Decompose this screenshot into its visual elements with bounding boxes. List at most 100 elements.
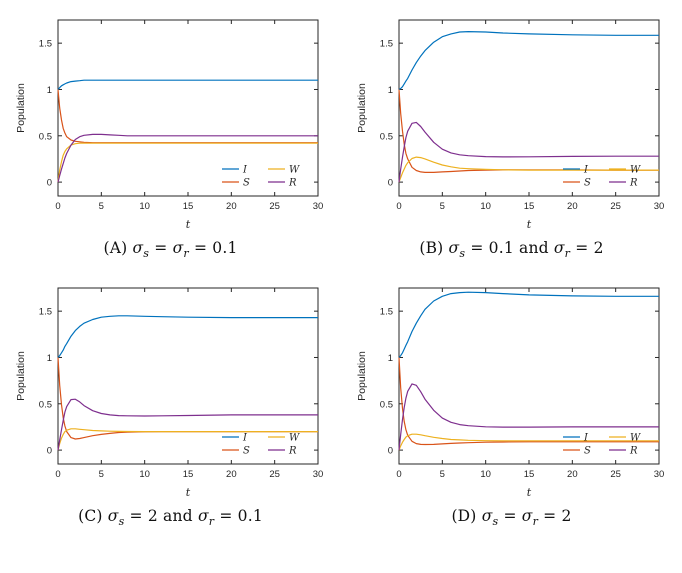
x-tick-label: 30 bbox=[653, 469, 664, 480]
x-tick-label: 25 bbox=[610, 469, 621, 480]
chart-svg-D: 0 5 10 15 20 25 30 0 0.5 1 1.5 Population t IS WR bbox=[356, 287, 664, 499]
series-line-W bbox=[397, 433, 659, 451]
caption-B: (B) σs = 0.1 and σr = 2 bbox=[419, 239, 604, 261]
series-line-S bbox=[56, 357, 318, 440]
chart-svg-B: 0 5 10 15 20 25 30 0 0.5 1 1.5 Population t IS WR bbox=[356, 19, 664, 231]
legend-label-W: W bbox=[289, 165, 300, 176]
series-line-W bbox=[56, 428, 318, 451]
legend-label-R: R bbox=[288, 178, 297, 189]
chart-B: 0 5 10 15 20 25 30 0 0.5 1 1.5 Population t I S W R bbox=[353, 10, 671, 231]
legend-label-I: I bbox=[583, 165, 589, 176]
y-tick-label: 0 bbox=[387, 178, 392, 189]
y-tick-label: 0.5 bbox=[379, 399, 392, 410]
x-tick-label: 5 bbox=[98, 469, 103, 480]
x-tick-label: 10 bbox=[139, 201, 150, 212]
x-tick-label: 0 bbox=[55, 469, 60, 480]
legend-label-S: S bbox=[584, 446, 591, 457]
series-line-I bbox=[398, 291, 659, 358]
chart-A: 0 5 10 15 20 25 30 0 0.5 1 1.5 Population t I S W R bbox=[12, 10, 330, 231]
legend-label-R: R bbox=[629, 178, 638, 189]
series-line-R bbox=[56, 398, 318, 451]
series-line-S bbox=[397, 89, 659, 173]
y-tick-label: 1.5 bbox=[38, 39, 51, 50]
y-axis-label: Population bbox=[356, 351, 368, 401]
y-tick-label: 1 bbox=[46, 85, 51, 96]
legend-label-R: R bbox=[629, 446, 638, 457]
series-line-R bbox=[56, 133, 318, 183]
figure-grid: 0 5 10 15 20 25 30 0 0.5 1 1.5 Population t I S W R (A) … bbox=[0, 10, 682, 529]
y-tick-label: 0 bbox=[46, 446, 51, 457]
y-tick-label: 0.5 bbox=[379, 131, 392, 142]
chart-D: 0 5 10 15 20 25 30 0 0.5 1 1.5 Population t I S W R bbox=[353, 278, 671, 499]
legend-label-W: W bbox=[630, 433, 641, 444]
y-tick-label: 0.5 bbox=[38, 399, 51, 410]
x-tick-label: 20 bbox=[567, 201, 578, 212]
x-tick-label: 25 bbox=[269, 201, 280, 212]
x-tick-label: 30 bbox=[312, 201, 323, 212]
y-tick-label: 1 bbox=[387, 85, 392, 96]
x-tick-label: 10 bbox=[139, 469, 150, 480]
x-tick-label: 0 bbox=[396, 201, 401, 212]
subplot-A: 0 5 10 15 20 25 30 0 0.5 1 1.5 Population t I S W R (A) … bbox=[0, 10, 341, 260]
y-axis-label: Population bbox=[15, 351, 27, 401]
x-tick-label: 5 bbox=[439, 201, 444, 212]
y-tick-label: 1 bbox=[46, 353, 51, 364]
chart-svg-A: 0 5 10 15 20 25 30 0 0.5 1 1.5 Population t IS WR bbox=[15, 19, 323, 231]
y-tick-label: 1.5 bbox=[379, 39, 392, 50]
x-tick-label: 20 bbox=[567, 469, 578, 480]
series-line-W bbox=[397, 156, 659, 183]
y-tick-label: 0 bbox=[46, 178, 51, 189]
plot-box bbox=[57, 19, 318, 197]
legend-label-R: R bbox=[288, 446, 297, 457]
series-line-R bbox=[397, 121, 659, 183]
x-tick-label: 30 bbox=[312, 469, 323, 480]
x-axis-label: t bbox=[526, 486, 531, 498]
x-tick-label: 5 bbox=[439, 469, 444, 480]
chart-svg-C: 0 5 10 15 20 25 30 0 0.5 1 1.5 Population t IS WR bbox=[15, 287, 323, 499]
subplot-D: 0 5 10 15 20 25 30 0 0.5 1 1.5 Population t I S W R (D) … bbox=[341, 278, 682, 528]
x-tick-label: 15 bbox=[182, 201, 193, 212]
legend-label-I: I bbox=[583, 433, 589, 444]
chart-C: 0 5 10 15 20 25 30 0 0.5 1 1.5 Population t I S W R bbox=[12, 278, 330, 499]
y-axis-label: Population bbox=[15, 83, 27, 133]
x-tick-label: 15 bbox=[182, 469, 193, 480]
x-tick-label: 15 bbox=[523, 201, 534, 212]
caption-C: (C) σs = 2 and σr = 0.1 bbox=[78, 507, 263, 529]
legend-label-I: I bbox=[242, 433, 248, 444]
series-line-I bbox=[57, 315, 318, 358]
y-tick-label: 1.5 bbox=[38, 307, 51, 318]
series-line-W bbox=[56, 142, 318, 183]
x-tick-label: 20 bbox=[226, 469, 237, 480]
subplot-B: 0 5 10 15 20 25 30 0 0.5 1 1.5 Population t I S W R (B) … bbox=[341, 10, 682, 260]
x-tick-label: 25 bbox=[610, 201, 621, 212]
series-line-R bbox=[397, 383, 659, 451]
x-tick-label: 10 bbox=[480, 201, 491, 212]
x-axis-label: t bbox=[185, 218, 190, 230]
y-axis-label: Population bbox=[356, 83, 368, 133]
x-tick-label: 5 bbox=[98, 201, 103, 212]
y-tick-label: 0.5 bbox=[38, 131, 51, 142]
x-tick-label: 15 bbox=[523, 469, 534, 480]
plot-box bbox=[57, 287, 318, 465]
y-tick-label: 1 bbox=[387, 353, 392, 364]
legend-label-S: S bbox=[243, 178, 250, 189]
caption-A: (A) σs = σr = 0.1 bbox=[103, 239, 238, 261]
x-tick-label: 30 bbox=[653, 201, 664, 212]
series-line-I bbox=[57, 79, 318, 90]
caption-D: (D) σs = σr = 2 bbox=[451, 507, 572, 529]
x-tick-label: 0 bbox=[396, 469, 401, 480]
series-line-I bbox=[398, 31, 659, 91]
x-tick-label: 10 bbox=[480, 469, 491, 480]
legend-label-I: I bbox=[242, 165, 248, 176]
x-tick-label: 20 bbox=[226, 201, 237, 212]
x-tick-label: 25 bbox=[269, 469, 280, 480]
legend-label-W: W bbox=[289, 433, 300, 444]
series-line-S bbox=[397, 357, 659, 446]
x-axis-label: t bbox=[526, 218, 531, 230]
y-tick-label: 1.5 bbox=[379, 307, 392, 318]
legend-label-W: W bbox=[630, 165, 641, 176]
y-tick-label: 0 bbox=[387, 446, 392, 457]
x-axis-label: t bbox=[185, 486, 190, 498]
x-tick-label: 0 bbox=[55, 201, 60, 212]
legend-label-S: S bbox=[584, 178, 591, 189]
